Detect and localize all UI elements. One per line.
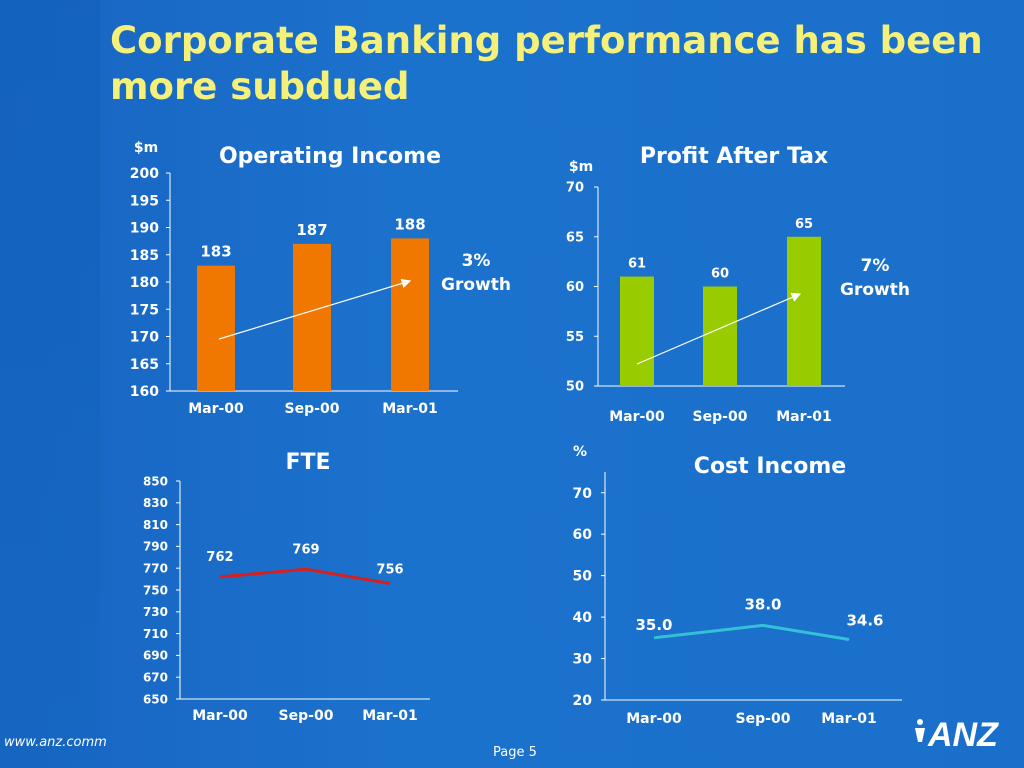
operating_income-category-label: Mar-01 [382, 401, 438, 417]
cost_income-ytick-label: 70 [573, 486, 593, 502]
cost_income-ytick-label: 20 [573, 693, 593, 709]
profit_after_tax-ylabel: $m [569, 159, 593, 175]
cost_income-value-label: 35.0 [635, 616, 672, 634]
profit_after_tax-value-label: 65 [795, 217, 813, 232]
fte-ytick-label: 730 [143, 605, 168, 619]
operating_income-ytick-label: 180 [130, 275, 159, 291]
footer-url[interactable]: www.anz.comm [4, 735, 107, 750]
operating_income-ytick-label: 190 [130, 221, 159, 237]
cost_income-category-label: Sep-00 [736, 711, 791, 727]
operating_income-ytick-label: 185 [130, 248, 159, 264]
fte-ytick-label: 830 [143, 496, 168, 510]
anz-logo-people-icon [915, 719, 925, 742]
operating_income-value-label: 188 [394, 215, 425, 233]
profit_after_tax-bar [620, 276, 654, 386]
profit_after_tax-growth-annotation: Growth [840, 280, 910, 300]
profit_after_tax-category-label: Sep-00 [693, 409, 748, 425]
operating_income-ytick-label: 175 [130, 302, 159, 318]
profit_after_tax-ytick-label: 60 [566, 280, 584, 295]
cost_income-category-label: Mar-01 [821, 711, 877, 727]
cost_income-category-label: Mar-00 [626, 711, 682, 727]
slide-title: Corporate Banking performance has been m… [110, 19, 983, 108]
background-band [0, 0, 100, 768]
fte-value-label: 756 [376, 562, 403, 577]
fte-ytick-label: 710 [143, 627, 168, 641]
cost_income-title: Cost Income [694, 454, 846, 479]
cost_income-series-line [653, 623, 850, 641]
fte-ytick-label: 650 [143, 692, 168, 706]
profit_after_tax-category-label: Mar-01 [776, 409, 832, 425]
operating_income-ylabel: $m [134, 140, 158, 156]
fte-ytick-label: 670 [143, 671, 168, 685]
fte-category-label: Mar-00 [192, 708, 248, 724]
operating_income-category-label: Mar-00 [188, 401, 244, 417]
profit_after_tax-ytick-label: 50 [566, 380, 584, 395]
fte-ytick-label: 750 [143, 583, 168, 597]
anz-logo-text: ANZ [927, 716, 999, 754]
fte-ytick-label: 850 [143, 474, 168, 488]
cost_income-ylabel: % [573, 444, 587, 460]
fte-ytick-label: 770 [143, 562, 168, 576]
profit_after_tax-title: Profit After Tax [640, 144, 828, 169]
cost_income-ytick-label: 50 [573, 569, 593, 585]
fte-ytick-label: 790 [143, 540, 168, 554]
operating_income-ytick-label: 165 [130, 357, 159, 373]
operating_income-ytick-label: 170 [130, 330, 159, 346]
profit_after_tax-ytick-label: 65 [566, 230, 584, 245]
operating_income-ytick-label: 195 [130, 193, 159, 209]
cost_income-value-label: 38.0 [744, 595, 781, 613]
operating_income-category-label: Sep-00 [285, 401, 340, 417]
anz-logo: ANZ [915, 716, 999, 754]
profit_after_tax-growth-annotation: 7% [861, 256, 890, 276]
cost_income-ytick-label: 40 [573, 610, 593, 626]
fte-ytick-label: 690 [143, 649, 168, 663]
fte-value-label: 762 [206, 550, 233, 565]
fte-category-label: Mar-01 [362, 708, 418, 724]
operating_income-value-label: 187 [296, 221, 327, 239]
operating_income-trend-arrow [218, 278, 412, 340]
operating_income-ytick-label: 160 [130, 384, 159, 400]
cost_income-value-label: 34.6 [846, 611, 883, 629]
profit_after_tax-value-label: 60 [711, 267, 729, 282]
operating_income-growth-annotation: Growth [441, 275, 511, 295]
operating_income-bar [391, 238, 429, 391]
operating_income-value-label: 183 [200, 243, 231, 261]
profit_after_tax-category-label: Mar-00 [609, 409, 665, 425]
cost_income-ytick-label: 60 [573, 527, 593, 543]
operating_income-title: Operating Income [219, 144, 441, 169]
operating_income-bar [293, 243, 331, 391]
profit_after_tax-bar [787, 236, 821, 386]
operating_income-ytick-label: 200 [130, 166, 159, 182]
profit_after_tax-ytick-label: 70 [566, 181, 584, 196]
profit_after_tax-bar [703, 286, 737, 386]
fte-series-line [219, 567, 391, 585]
operating_income-growth-annotation: 3% [462, 251, 491, 271]
fte-value-label: 769 [292, 542, 319, 557]
operating_income-bar [197, 265, 235, 391]
fte-category-label: Sep-00 [279, 708, 334, 724]
fte-title: FTE [285, 450, 330, 475]
profit_after_tax-trend-arrow [636, 292, 802, 365]
cost_income-ytick-label: 30 [573, 652, 593, 668]
profit_after_tax-ytick-label: 55 [566, 330, 584, 345]
profit_after_tax-value-label: 61 [628, 257, 646, 272]
page-number: Page 5 [493, 745, 537, 760]
fte-ytick-label: 810 [143, 518, 168, 532]
